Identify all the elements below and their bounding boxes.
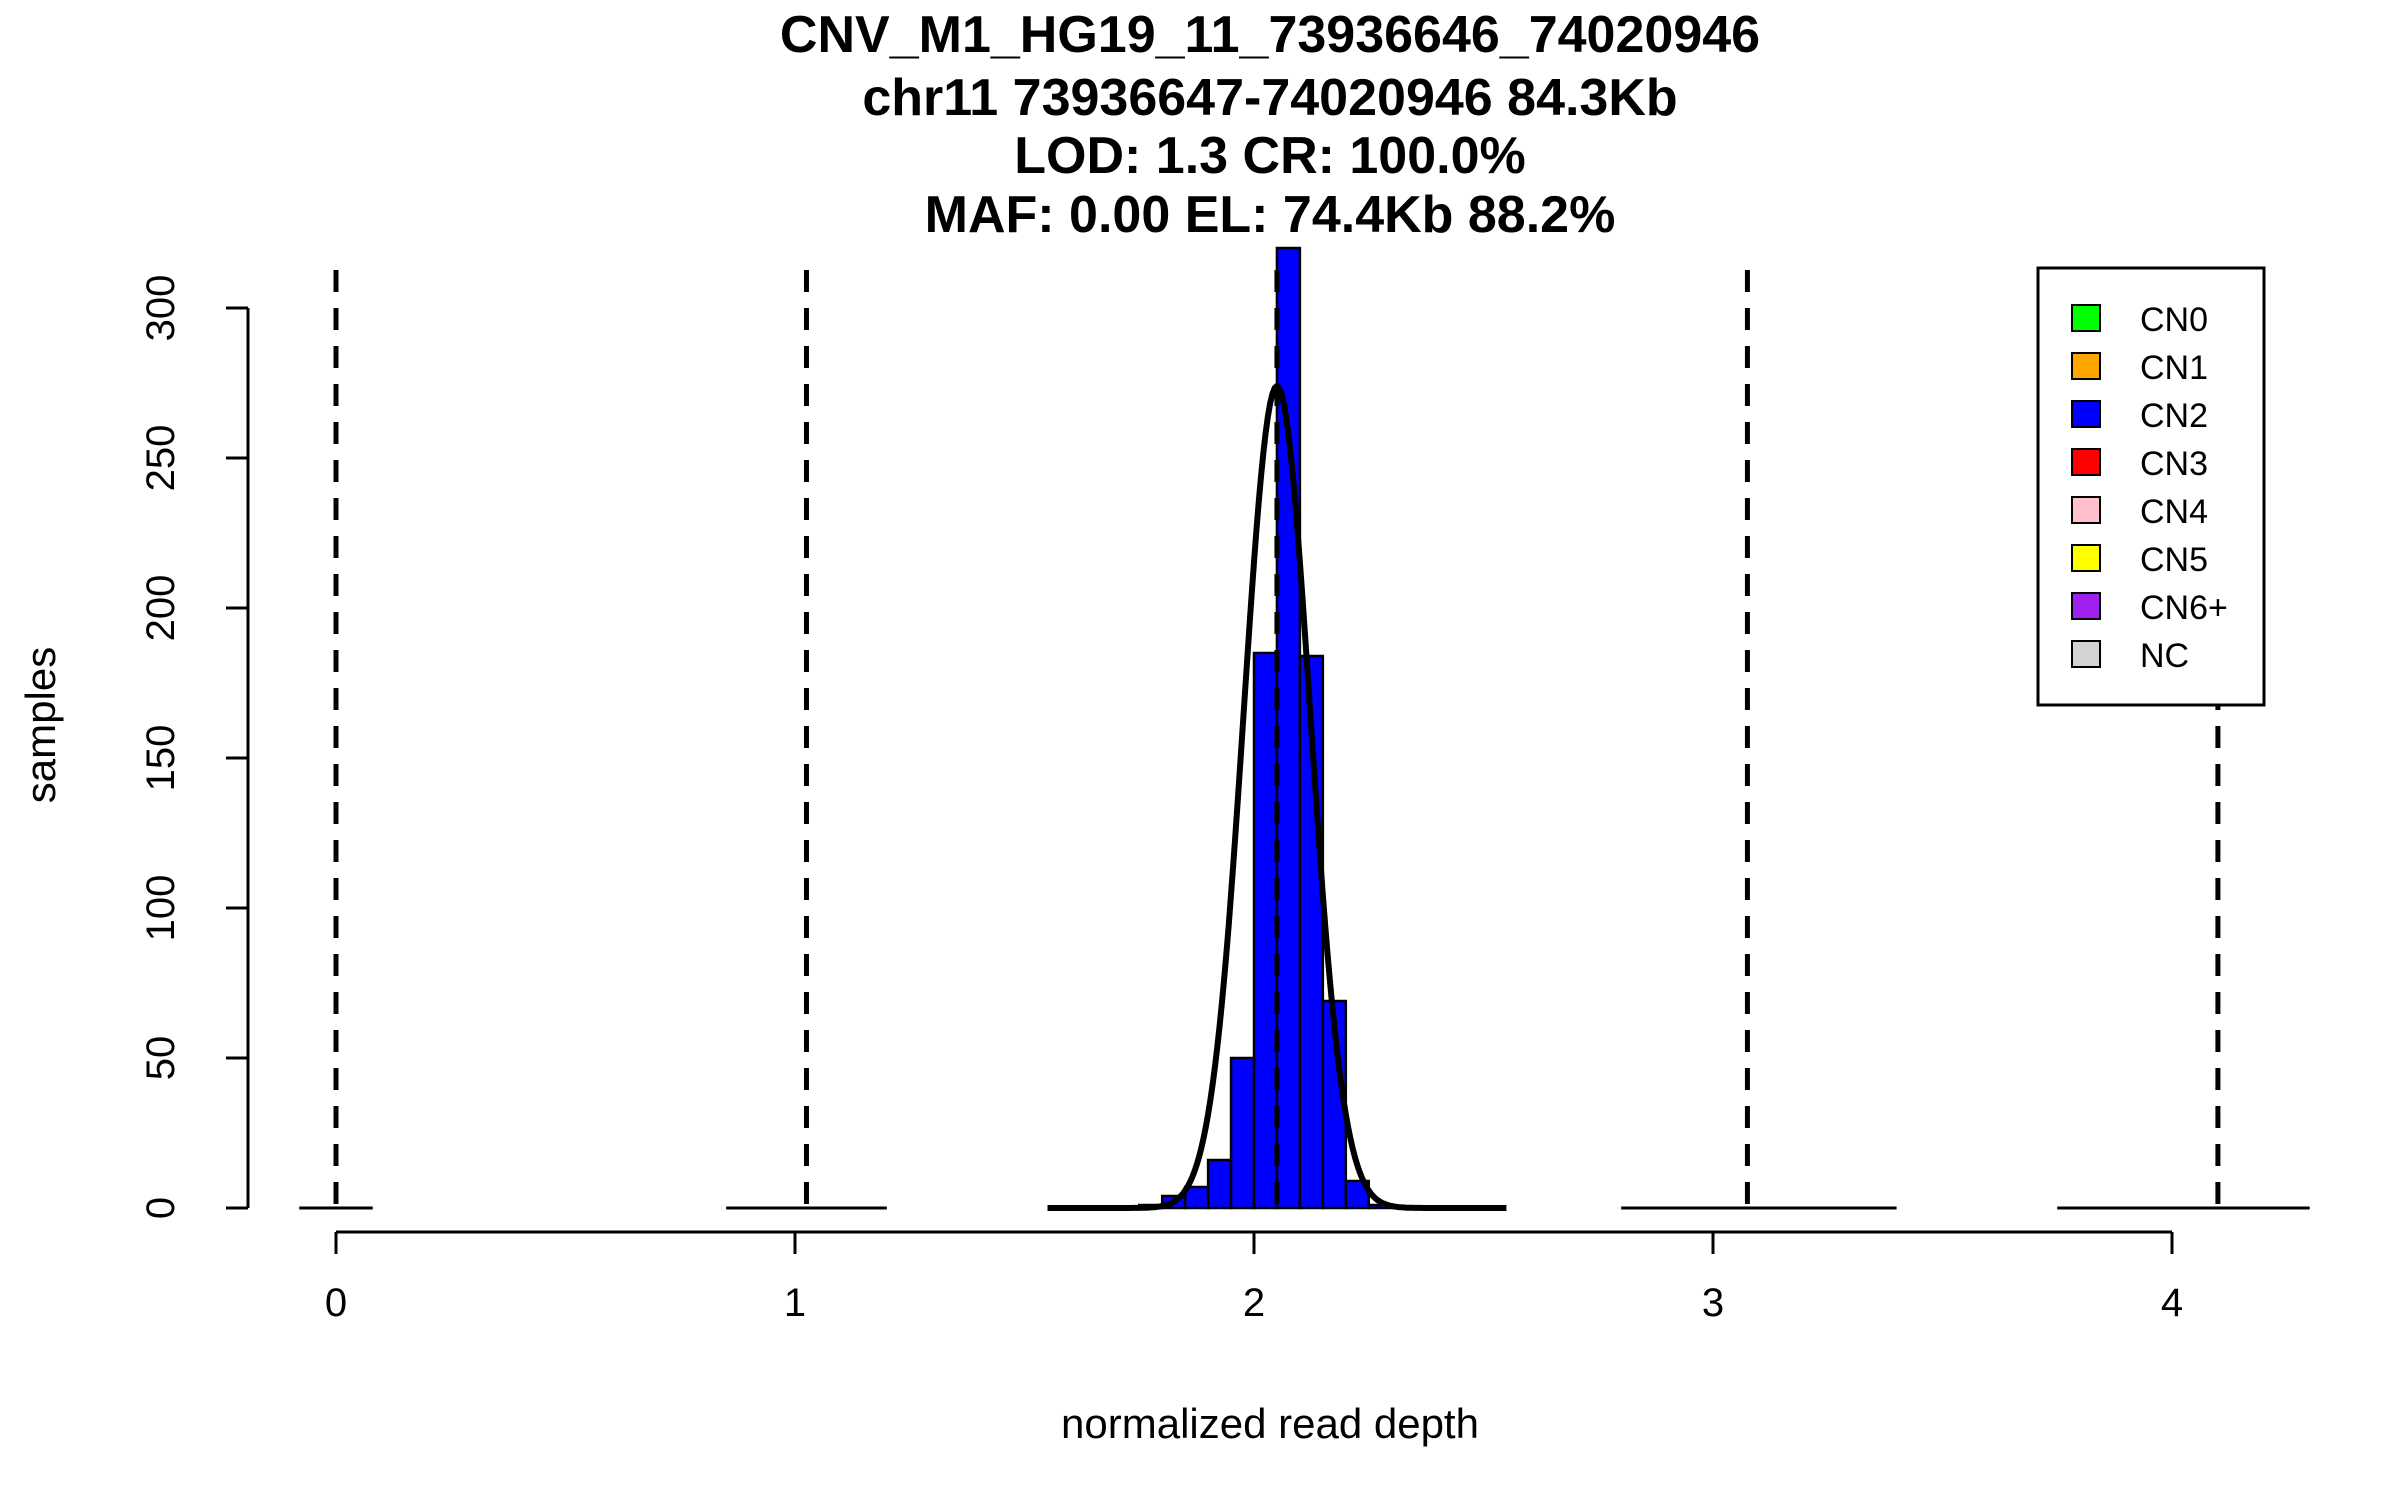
x-tick-label: 4 [2161,1281,2183,1325]
fit-curve-group [1047,381,1507,1211]
legend-label: NC [2140,637,2189,675]
y-tick-label: 0 [139,1197,183,1219]
histogram-bar [1252,651,1279,1210]
y-tick-label: 250 [139,425,183,492]
legend-label: CN0 [2140,301,2208,339]
x-axis: 0 1 2 3 4 [325,1230,2183,1325]
chart-title: CNV_M1_HG19_11_73936646_74020946 chr11 7… [780,6,1760,244]
fit-curve [1047,381,1507,1211]
legend-swatch [2071,544,2101,572]
x-tick-label: 2 [1243,1281,1265,1325]
y-tick-label: 50 [139,1036,183,1081]
legend-swatch [2071,352,2101,380]
legend-swatch [2071,640,2101,668]
title-line-4: MAF: 0.00 EL: 74.4Kb 88.2% [925,186,1616,244]
legend-label: CN3 [2140,445,2208,483]
y-tick-label: 200 [139,575,183,642]
title-line-1: CNV_M1_HG19_11_73936646_74020946 [780,6,1760,64]
y-tick-label: 150 [139,725,183,792]
legend-swatch [2071,448,2101,476]
legend-label: CN5 [2140,541,2208,579]
y-axis-title: samples [17,647,64,803]
x-tick-label: 1 [784,1281,806,1325]
x-axis-title: normalized read depth [1061,1400,1479,1447]
x-tick-label: 3 [1702,1281,1724,1325]
y-axis: 0 50 100 150 200 250 300 [139,275,250,1219]
legend-swatch [2071,304,2101,332]
legend-swatch [2071,400,2101,428]
histogram-bar [1206,1158,1233,1210]
title-line-3: LOD: 1.3 CR: 100.0% [1014,127,1526,185]
legend-swatch [2071,592,2101,620]
legend-label: CN6+ [2140,589,2228,627]
legend-box [2036,266,2266,707]
histogram-bars [1115,246,1462,1210]
title-line-2: chr11 73936647-74020946 84.3Kb [862,69,1677,127]
histogram-bar [1229,1056,1256,1210]
x-tick-label: 0 [325,1281,347,1325]
legend-label: CN2 [2140,397,2208,435]
legend-label: CN1 [2140,349,2208,387]
y-tick-label: 100 [139,875,183,942]
legend-swatch [2071,496,2101,524]
legend-label: CN4 [2140,493,2208,531]
legend: CN0 CN1 CN2 CN3 CN4 CN5 CN6+ NC [2036,266,2266,707]
y-tick-label: 300 [139,275,183,342]
